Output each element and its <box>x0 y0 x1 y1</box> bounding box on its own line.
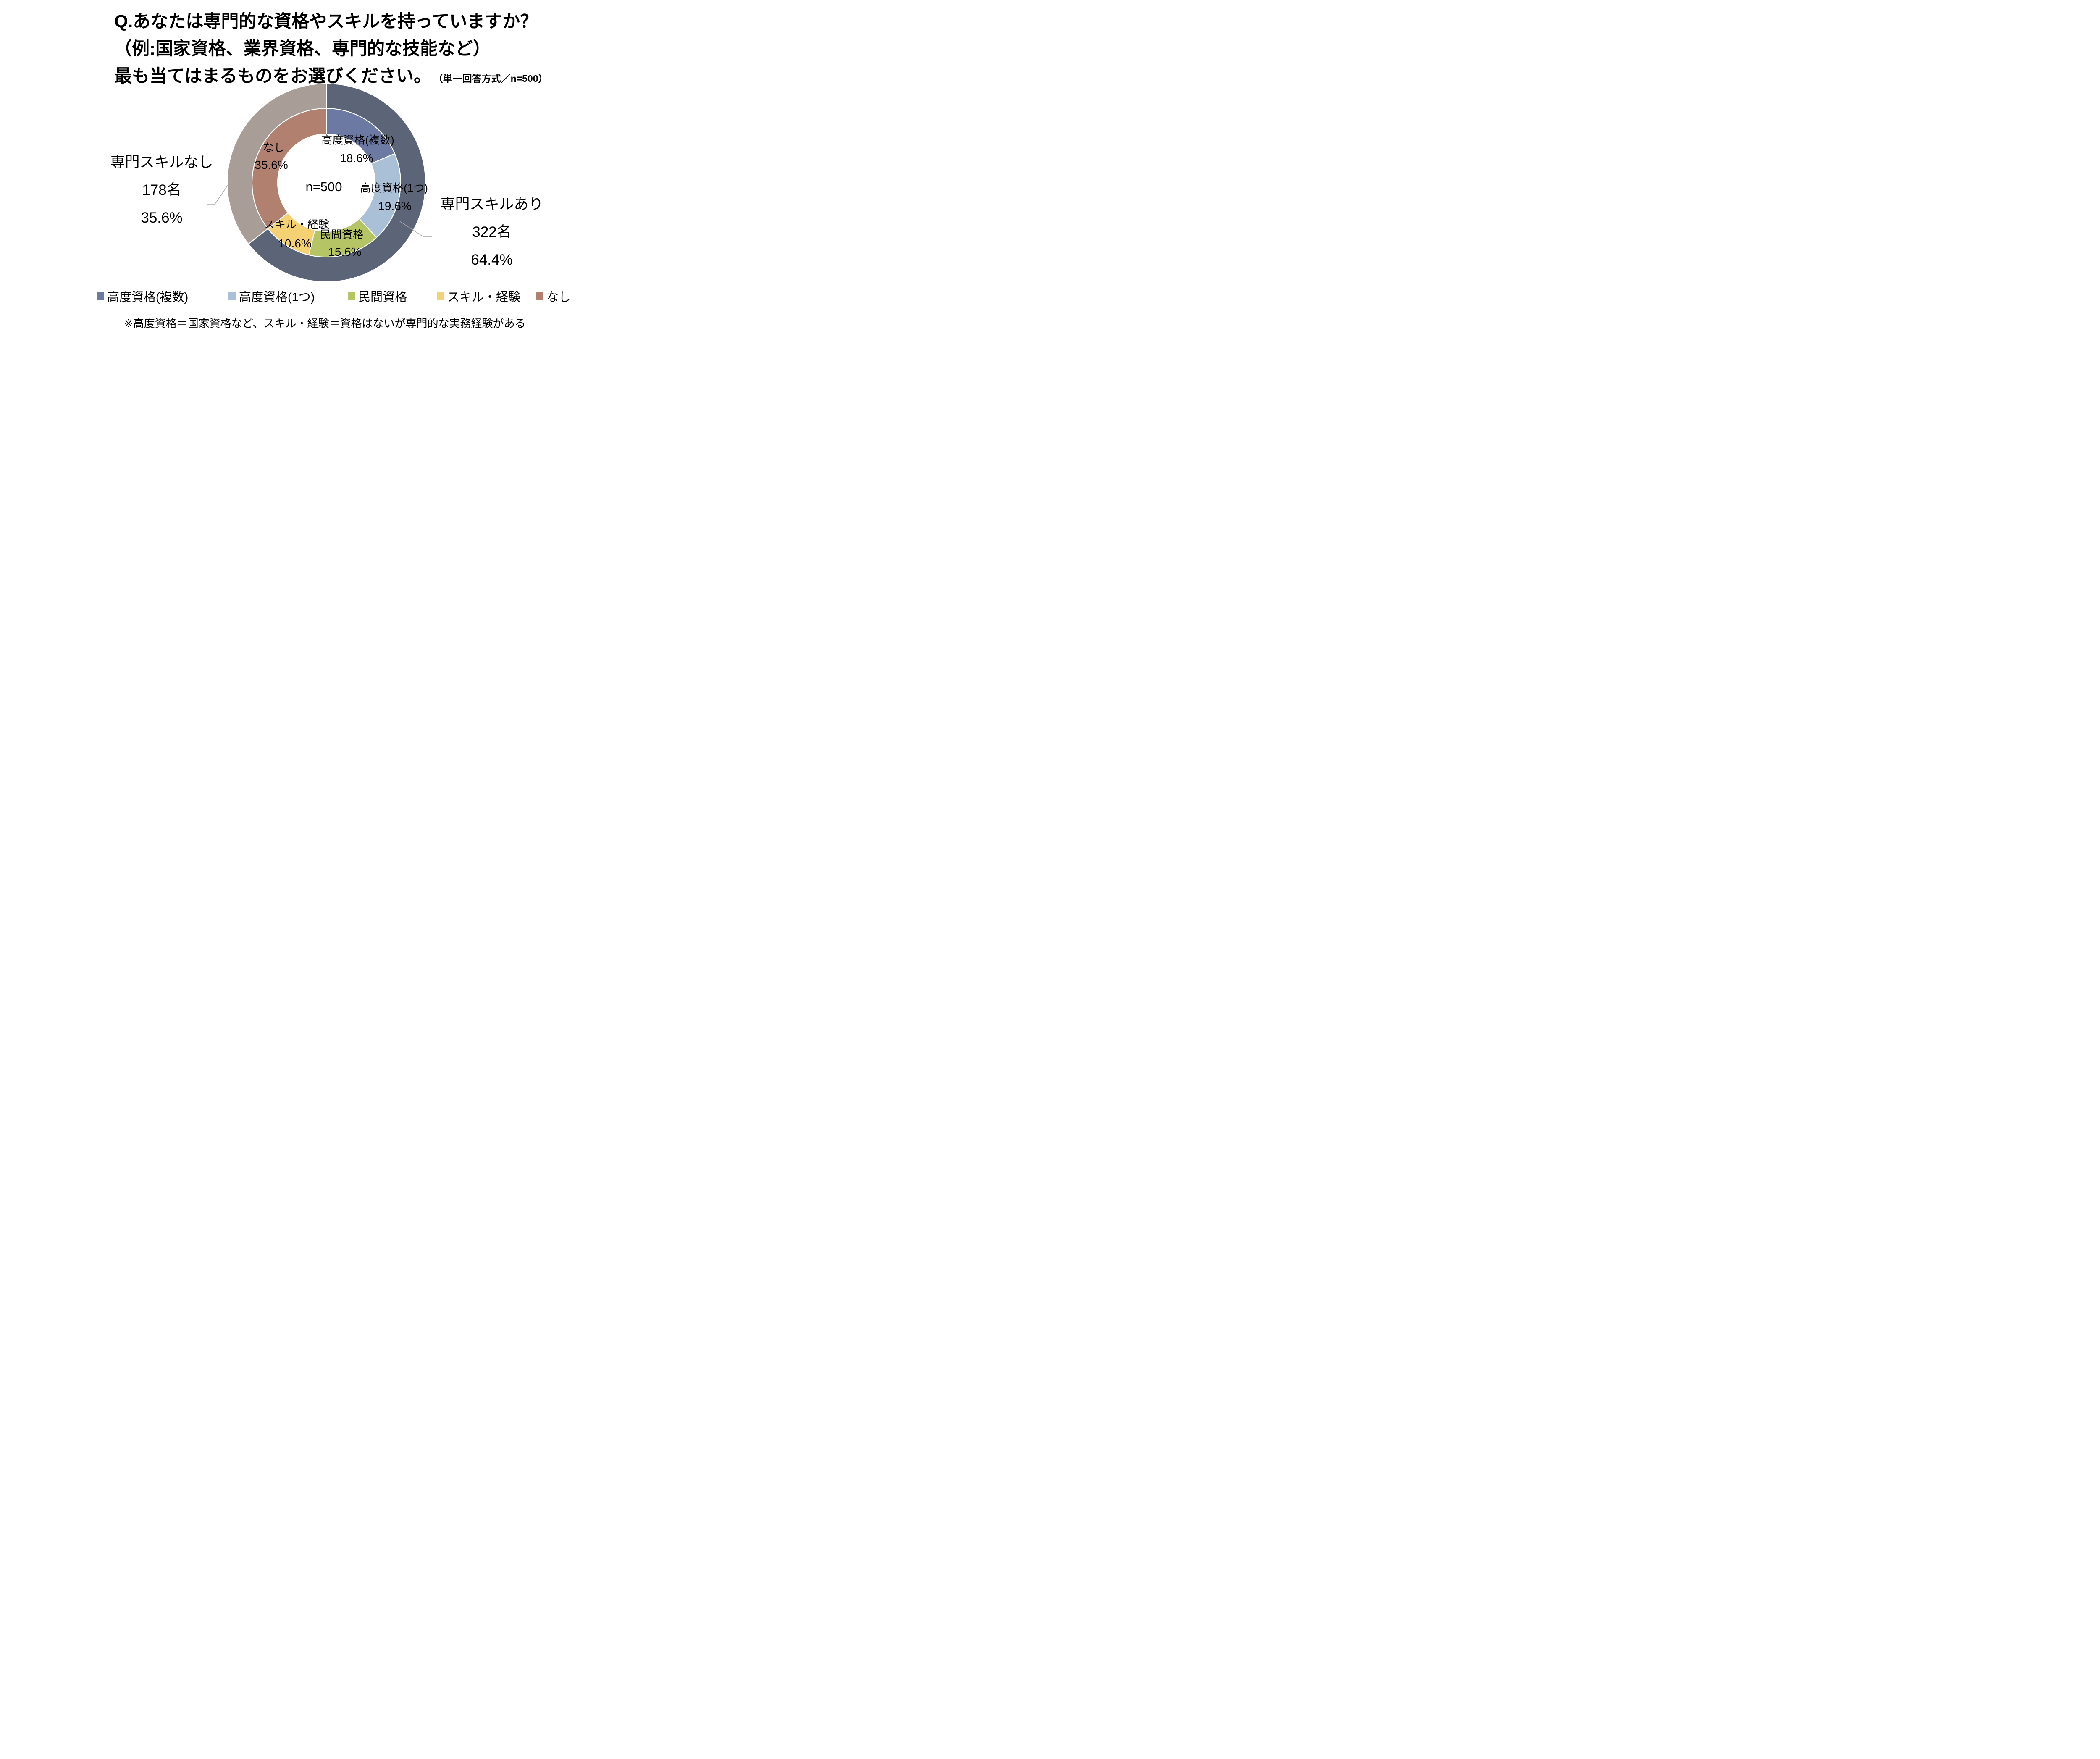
legend-item-nashi: なし <box>536 287 571 305</box>
annotation-has-skill: 専門スキルあり 322名 64.4% <box>440 191 543 274</box>
slice-label-kodoshikaku-hitotsu: 高度資格(1つ) <box>360 181 428 194</box>
leader-line-right <box>399 221 432 237</box>
slice-label-skill-keiken: スキル・経験 <box>263 218 330 231</box>
legend-label-nashi: なし <box>546 291 571 304</box>
legend-swatch-skill-keiken <box>437 292 444 300</box>
legend-item-skill-keiken: スキル・経験 <box>437 287 520 305</box>
slice-pct-nashi: 35.6% <box>255 158 288 171</box>
annotation-no-skill: 専門スキルなし 178名 35.6% <box>110 149 213 232</box>
title-line-3-text: 最も当てはまるものをお選びください。 <box>114 66 432 86</box>
slice-pct-skill-keiken: 10.6% <box>278 237 312 250</box>
slice-pct-kodoshikaku-fukusu: 18.6% <box>340 152 373 165</box>
slice-pct-minkan-shikaku: 15.6% <box>328 245 362 258</box>
legend-swatch-nashi <box>536 292 543 300</box>
annotation-no-skill-count: 178名 <box>142 182 181 198</box>
legend-label-skill-keiken: スキル・経験 <box>447 291 521 304</box>
legend-label-kodoshikaku-hitotsu: 高度資格(1つ) <box>239 291 315 304</box>
annotation-has-skill-title: 専門スキルあり <box>440 196 543 213</box>
legend-label-minkan-shikaku: 民間資格 <box>358 291 407 304</box>
title-method-note: （単一回答方式／n=500） <box>438 73 548 84</box>
donut-center-label: n=500 <box>305 179 342 194</box>
annotation-has-skill-pct: 64.4% <box>471 252 513 268</box>
slice-label-nashi: なし <box>262 141 285 154</box>
title-line-3: 最も当てはまるものをお選びください。 （単一回答方式／n=500） <box>114 62 548 92</box>
annotation-no-skill-pct: 35.6% <box>141 210 183 226</box>
donut-rings <box>227 83 426 282</box>
legend-swatch-kodoshikaku-hitotsu <box>228 292 236 300</box>
slice-label-minkan-shikaku: 民間資格 <box>320 228 364 241</box>
slice-label-kodoshikaku-fukusu: 高度資格(複数) <box>321 134 394 147</box>
donut-segment-専門スキルあり <box>248 83 426 282</box>
footnote: ※高度資格＝国家資格など、スキル・経験＝資格はないが専門的な実務経験がある <box>124 317 526 330</box>
donut-chart <box>207 83 432 282</box>
leader-line-left <box>207 176 234 205</box>
title-line-1: Q.あなたは専門的な資格やスキルを持っていますか？ <box>114 11 538 31</box>
legend-swatch-minkan-shikaku <box>348 292 355 300</box>
legend-item-kodoshikaku-fukusu: 高度資格(複数) <box>97 287 188 305</box>
slice-pct-kodoshikaku-hitotsu: 19.6% <box>378 200 412 213</box>
donut-segment-専門スキルなし <box>227 83 327 245</box>
legend-swatch-kodoshikaku-fukusu <box>97 292 104 300</box>
annotation-has-skill-count: 322名 <box>472 224 512 240</box>
page-title: Q.あなたは専門的な資格やスキルを持っていますか？ （例:国家資格、業界資格、専… <box>114 8 548 92</box>
title-line-2: （例:国家資格、業界資格、専門的な技能など） <box>114 39 491 58</box>
legend-item-kodoshikaku-hitotsu: 高度資格(1つ) <box>228 287 315 305</box>
annotation-no-skill-title: 専門スキルなし <box>110 154 213 171</box>
survey-donut-infographic: Q.あなたは専門的な資格やスキルを持っていますか？ （例:国家資格、業界資格、専… <box>0 0 672 352</box>
legend-item-minkan-shikaku: 民間資格 <box>348 287 407 305</box>
legend-label-kodoshikaku-fukusu: 高度資格(複数) <box>107 291 189 304</box>
